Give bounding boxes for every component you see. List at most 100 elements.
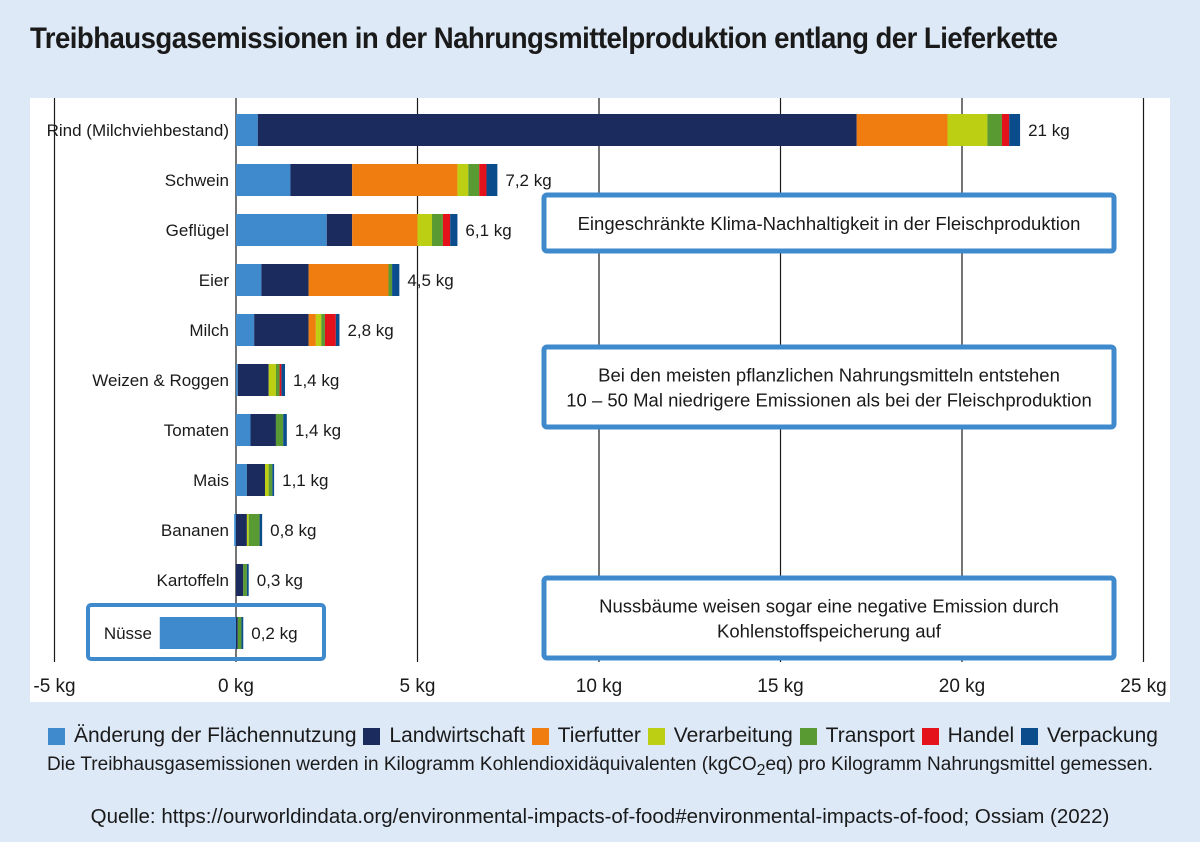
bar-segment (236, 214, 327, 246)
bar-segment (257, 114, 857, 146)
bar-segment (236, 414, 251, 446)
bar-segment (324, 314, 336, 346)
legend-item: Änderung der Flächennutzung (48, 724, 357, 748)
legend-item: Verpackung (1021, 724, 1158, 748)
category-label: Kartoffeln (157, 571, 229, 590)
x-tick-label: 25 kg (1120, 676, 1166, 697)
bar-segment (265, 464, 269, 496)
bar-segment (236, 114, 258, 146)
annotation-text: Kohlenstoffspeicherung auf (717, 621, 942, 642)
annotation-box (541, 344, 1117, 430)
legend-item: Tierfutter (531, 724, 641, 748)
legend-label: Tierfutter (557, 724, 641, 747)
bar-segment (236, 264, 262, 296)
legend-item: Handel (921, 724, 1014, 748)
bar-segment (352, 164, 458, 196)
bar-segment (236, 514, 247, 546)
annotation-text: Bei den meisten pflanzlichen Nahrungsmit… (598, 365, 1060, 386)
bar-segment (308, 314, 316, 346)
bar-segment (236, 464, 247, 496)
bar-segment (237, 364, 269, 396)
bar-segment (268, 364, 276, 396)
total-value-label: 0,2 kg (251, 624, 297, 643)
bar-segment (283, 414, 287, 446)
bar-segment (947, 114, 988, 146)
annotation-text: Eingeschränkte Klima-Nachhaltigkeit in d… (578, 213, 1081, 234)
category-label: Eier (199, 271, 230, 290)
total-value-label: 1,4 kg (293, 371, 339, 390)
measurement-note: Die Treibhausgasemissionen werden in Kil… (0, 754, 1200, 780)
total-value-label: 1,1 kg (282, 471, 328, 490)
total-value-label: 1,4 kg (295, 421, 341, 440)
total-value-label: 0,3 kg (257, 571, 303, 590)
bar-segment (243, 564, 247, 596)
chart-legend: Änderung der Flächennutzung Landwirtschaf… (48, 724, 1158, 748)
bar-segment (248, 514, 260, 546)
legend-swatch (1021, 727, 1039, 745)
bar-segment (392, 264, 400, 296)
bar-segment (237, 617, 242, 649)
annotation-text: 10 – 50 Mal niedrigere Emissionen als be… (566, 390, 1091, 411)
bar-segment (479, 164, 487, 196)
bar-segment (246, 464, 266, 496)
total-value-label: 21 kg (1028, 121, 1070, 140)
highlight-frame-nuesse (86, 603, 326, 661)
total-value-label: 7,2 kg (505, 171, 551, 190)
bar-segment (315, 314, 322, 346)
x-tick-label: 0 kg (218, 676, 254, 697)
note-subscript: 2 (756, 761, 766, 779)
legend-swatch (531, 727, 549, 745)
bar-segment (1001, 114, 1010, 146)
category-label: Bananen (161, 521, 229, 540)
note-text-after: eq) pro Kilogramm Nahrungsmittel gemesse… (765, 754, 1154, 775)
total-value-label: 4,5 kg (407, 271, 453, 290)
bar-segment (250, 414, 276, 446)
bar-segment (442, 214, 451, 246)
bar-segment (281, 364, 286, 396)
bar-segment (246, 514, 249, 546)
legend-swatch (799, 727, 817, 745)
x-tick-label: -5 kg (33, 676, 75, 697)
bar-segment (388, 264, 393, 296)
category-label: Schwein (165, 171, 229, 190)
source-citation: Quelle: https://ourworldindata.org/envir… (90, 805, 1110, 828)
legend-label: Transport (825, 724, 915, 747)
bar-segment (236, 164, 291, 196)
x-tick-label: 5 kg (400, 676, 436, 697)
legend-label: Landwirtschaft (389, 724, 525, 747)
bar-segment (254, 314, 309, 346)
category-label: Rind (Milchviehbestand) (47, 121, 229, 140)
bar-segment (417, 214, 433, 246)
annotation-box (541, 575, 1117, 661)
category-label: Geflügel (166, 221, 229, 240)
bar-segment (241, 617, 244, 649)
legend-swatch (647, 727, 665, 745)
bar-segment (987, 114, 1002, 146)
bar-segment (259, 514, 263, 546)
bar-segment (352, 214, 418, 246)
bar-segment (246, 564, 249, 596)
category-label: Weizen & Roggen (92, 371, 229, 390)
chart-title: Treibhausgasemissionen in der Nahrungsmi… (30, 22, 1058, 55)
category-label: Tomaten (164, 421, 229, 440)
bar-segment (236, 564, 244, 596)
bar-segment (486, 164, 498, 196)
x-tick-label: 10 kg (576, 676, 622, 697)
category-label: Mais (193, 471, 229, 490)
legend-item: Landwirtschaft (363, 724, 525, 748)
bar-segment (236, 364, 238, 396)
bar-segment (468, 164, 480, 196)
legend-label: Änderung der Flächennutzung (74, 724, 357, 747)
legend-swatch (363, 727, 381, 745)
bar-segment (279, 364, 282, 396)
bar-segment (335, 314, 340, 346)
legend-item: Transport (799, 724, 915, 748)
bar-segment (234, 514, 236, 546)
bar-segment (856, 114, 948, 146)
bar-segment (1009, 114, 1021, 146)
x-tick-label: 15 kg (757, 676, 803, 697)
category-label: Nüsse (104, 624, 152, 643)
bar-segment (236, 314, 255, 346)
chart-panel: -5 kg 0 kg 5 kg 10 kg 15 kg 20 kg 25 kg Rind (M… (30, 98, 1170, 702)
legend-item: Verarbeitung (647, 724, 793, 748)
